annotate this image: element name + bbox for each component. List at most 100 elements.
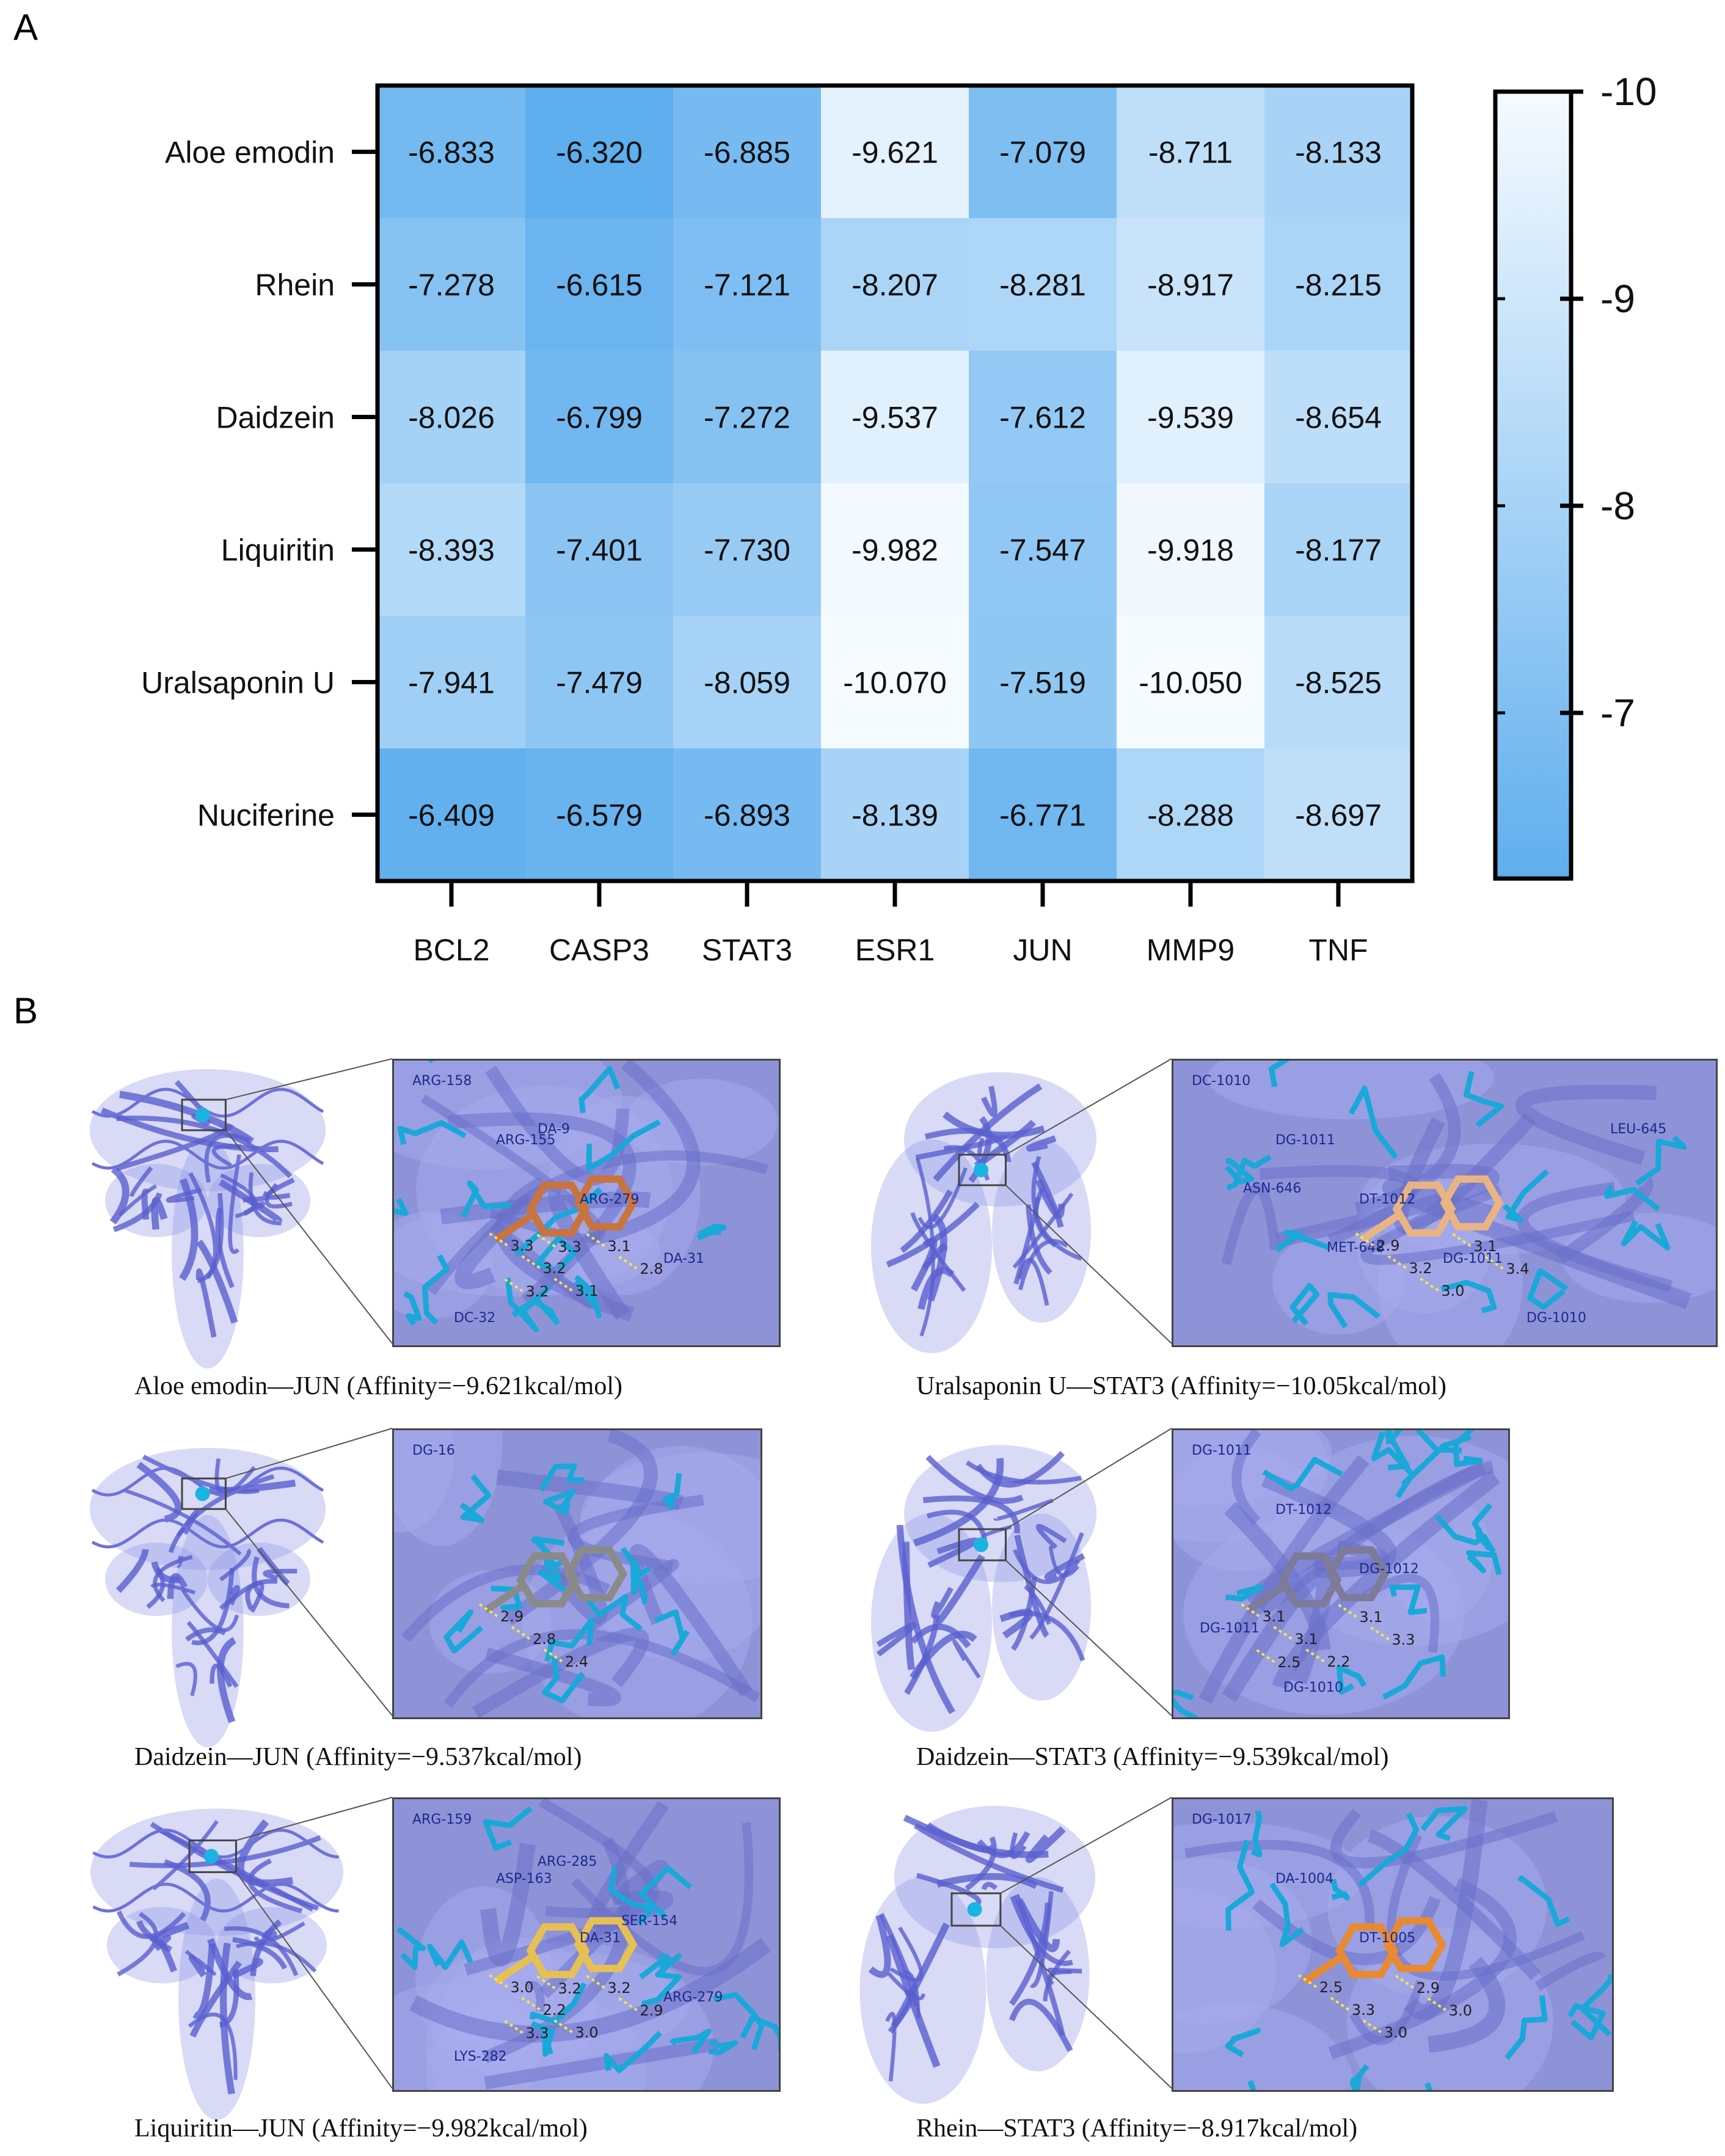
hbond-dash bbox=[543, 1648, 564, 1663]
panel-a-label: A bbox=[13, 7, 38, 48]
distance-label: 3.1 bbox=[1262, 1608, 1285, 1625]
hbond-dash bbox=[586, 1975, 606, 1989]
hbond-dash bbox=[1370, 1626, 1390, 1641]
protein-ribbon bbox=[1272, 1470, 1500, 1690]
heatmap-cell-value: -6.579 bbox=[556, 798, 643, 833]
residue-stick bbox=[663, 1473, 682, 1510]
row-label: Aloe emodin bbox=[165, 136, 335, 170]
heatmap-cell-value: -9.982 bbox=[852, 533, 938, 568]
row-label: Rhein bbox=[255, 268, 335, 302]
residue-stick bbox=[403, 1291, 422, 1326]
ligand-bond bbox=[494, 1954, 534, 1984]
heatmap-cell-value: -8.133 bbox=[1295, 136, 1382, 170]
hbond-dash bbox=[618, 1997, 638, 2012]
residue-stick bbox=[1262, 1456, 1343, 1491]
heatmap-cell bbox=[1264, 218, 1412, 351]
residue-stick bbox=[1389, 1584, 1428, 1615]
heatmap-cell bbox=[377, 748, 525, 881]
hbond-dash bbox=[1362, 2019, 1383, 2034]
zoom-daidzein-stat3: DG-1011 DT-1012 DG-1012 DG-1011 DG-1010 3.1 3.… bbox=[1172, 1428, 1510, 1719]
residue-stick bbox=[574, 1274, 602, 1318]
ligand-ring bbox=[1392, 1182, 1456, 1237]
protein-ribbon bbox=[185, 1627, 227, 1642]
residue-stick bbox=[1349, 2064, 1369, 2090]
column-label: TNF bbox=[1308, 933, 1368, 967]
caption-uralsaponin-stat3: Uralsaponin U—STAT3 (Affinity=−10.05kcal… bbox=[916, 1372, 1446, 1400]
residue-stick bbox=[459, 1474, 492, 1523]
heatmap-cell-value: -8.177 bbox=[1295, 533, 1382, 568]
binding-site-box bbox=[958, 1153, 1007, 1186]
protein-ribbon bbox=[188, 1954, 207, 1978]
distance-label: 2.9 bbox=[640, 2002, 663, 2019]
heatmap-cell bbox=[673, 218, 821, 351]
heatmap-cell bbox=[673, 351, 821, 483]
residue-stick bbox=[530, 1536, 566, 1593]
protein-ribbon bbox=[150, 1582, 196, 1595]
protein-ribbon bbox=[1515, 1084, 1657, 1165]
heatmap-cell-value: -7.121 bbox=[704, 268, 790, 302]
binding-site-box bbox=[950, 1892, 1002, 1927]
protein-ribbon bbox=[192, 1943, 216, 2019]
zoom-uralsaponin-stat3: DC-1010 DG-1011 DT-1012 DG-1011 DG-1010 LEU-6… bbox=[1172, 1059, 1718, 1347]
protein-ribbon bbox=[1362, 1573, 1440, 1653]
ligand-bond bbox=[483, 1583, 525, 1613]
residue-stick bbox=[427, 1939, 473, 1970]
heatmap-cell bbox=[377, 616, 525, 748]
protein-ribbon bbox=[166, 1188, 202, 1203]
binding-site-box bbox=[181, 1098, 227, 1131]
residue-label: DT-1012 bbox=[1275, 1502, 1332, 1518]
protein-surface bbox=[1207, 1061, 1495, 1119]
heatmap-cell bbox=[1117, 748, 1264, 881]
heatmap-cell-value: -8.917 bbox=[1147, 268, 1234, 302]
caption-aloe-jun: Aloe emodin—JUN (Affinity=−9.621kcal/mol… bbox=[134, 1372, 622, 1400]
heatmap-cell bbox=[1117, 218, 1264, 351]
protein-ribbon bbox=[981, 1086, 997, 1117]
residue-stick bbox=[708, 2039, 739, 2055]
heatmap-cell-value: -8.525 bbox=[1295, 666, 1382, 700]
protein-ribbon bbox=[1516, 1182, 1672, 1292]
protein-ribbon bbox=[484, 1648, 621, 1707]
residue-label: DG-1012 bbox=[1359, 1562, 1419, 1577]
heatmap-cell bbox=[1117, 86, 1264, 218]
residue-label: DA-31 bbox=[580, 1931, 621, 1946]
hbond-dash bbox=[504, 2020, 524, 2034]
caption-daidzein-stat3: Daidzein—STAT3 (Affinity=−9.539kcal/mol) bbox=[916, 1743, 1389, 1771]
heatmap-cell-value: -6.893 bbox=[704, 798, 790, 833]
heatmap-cell bbox=[821, 351, 969, 483]
residue-label: ASP-163 bbox=[496, 1871, 552, 1887]
distance-label: 2.2 bbox=[543, 2001, 566, 2019]
residue-stick bbox=[544, 1617, 595, 1662]
protein-ribbon bbox=[896, 1524, 955, 1714]
residue-stick bbox=[1173, 1689, 1199, 1717]
residue-stick bbox=[1440, 1279, 1497, 1314]
binding-site-box bbox=[181, 1477, 227, 1510]
heatmap-cell bbox=[1117, 351, 1264, 483]
distance-label: 3.1 bbox=[1294, 1631, 1318, 1648]
heatmap-cell bbox=[525, 483, 673, 616]
heatmap-cell bbox=[525, 351, 673, 483]
heatmap-cell-value: -9.537 bbox=[852, 401, 938, 435]
heatmap-cell-value: -10.070 bbox=[843, 666, 947, 700]
residue-stick bbox=[1250, 1810, 1263, 1858]
distance-label: 3.3 bbox=[1352, 2001, 1375, 2019]
colorbar-tick-label: -9 bbox=[1600, 277, 1635, 321]
overview-uralsaponin-stat3 bbox=[849, 1063, 1124, 1369]
colorbar-tick-label: -7 bbox=[1600, 691, 1635, 735]
protein-ribbon bbox=[539, 1799, 659, 1918]
residue-label: ARG-155 bbox=[496, 1133, 555, 1148]
hbond-dash bbox=[1273, 1626, 1293, 1640]
residue-stick bbox=[697, 1224, 727, 1241]
protein-ribbon bbox=[952, 1639, 981, 1679]
residue-stick bbox=[397, 1120, 467, 1146]
residue-label: ARG-158 bbox=[412, 1073, 472, 1089]
ligand-site bbox=[204, 1849, 219, 1864]
protein-ribbon bbox=[539, 1860, 668, 1998]
residue-label: ARG-279 bbox=[663, 1990, 723, 2005]
heatmap-cell bbox=[821, 86, 969, 218]
hbond-dash bbox=[521, 1997, 541, 2011]
heatmap-cell bbox=[1117, 616, 1264, 748]
zoom-liquiritin-jun: ARG-159 ASP-163 DA-31 ARG-279 LYS-282 ARG-285… bbox=[392, 1797, 781, 2092]
residue-stick bbox=[542, 1656, 585, 1704]
hbond-dash bbox=[1452, 1233, 1472, 1248]
hbond-dash bbox=[586, 1233, 606, 1248]
